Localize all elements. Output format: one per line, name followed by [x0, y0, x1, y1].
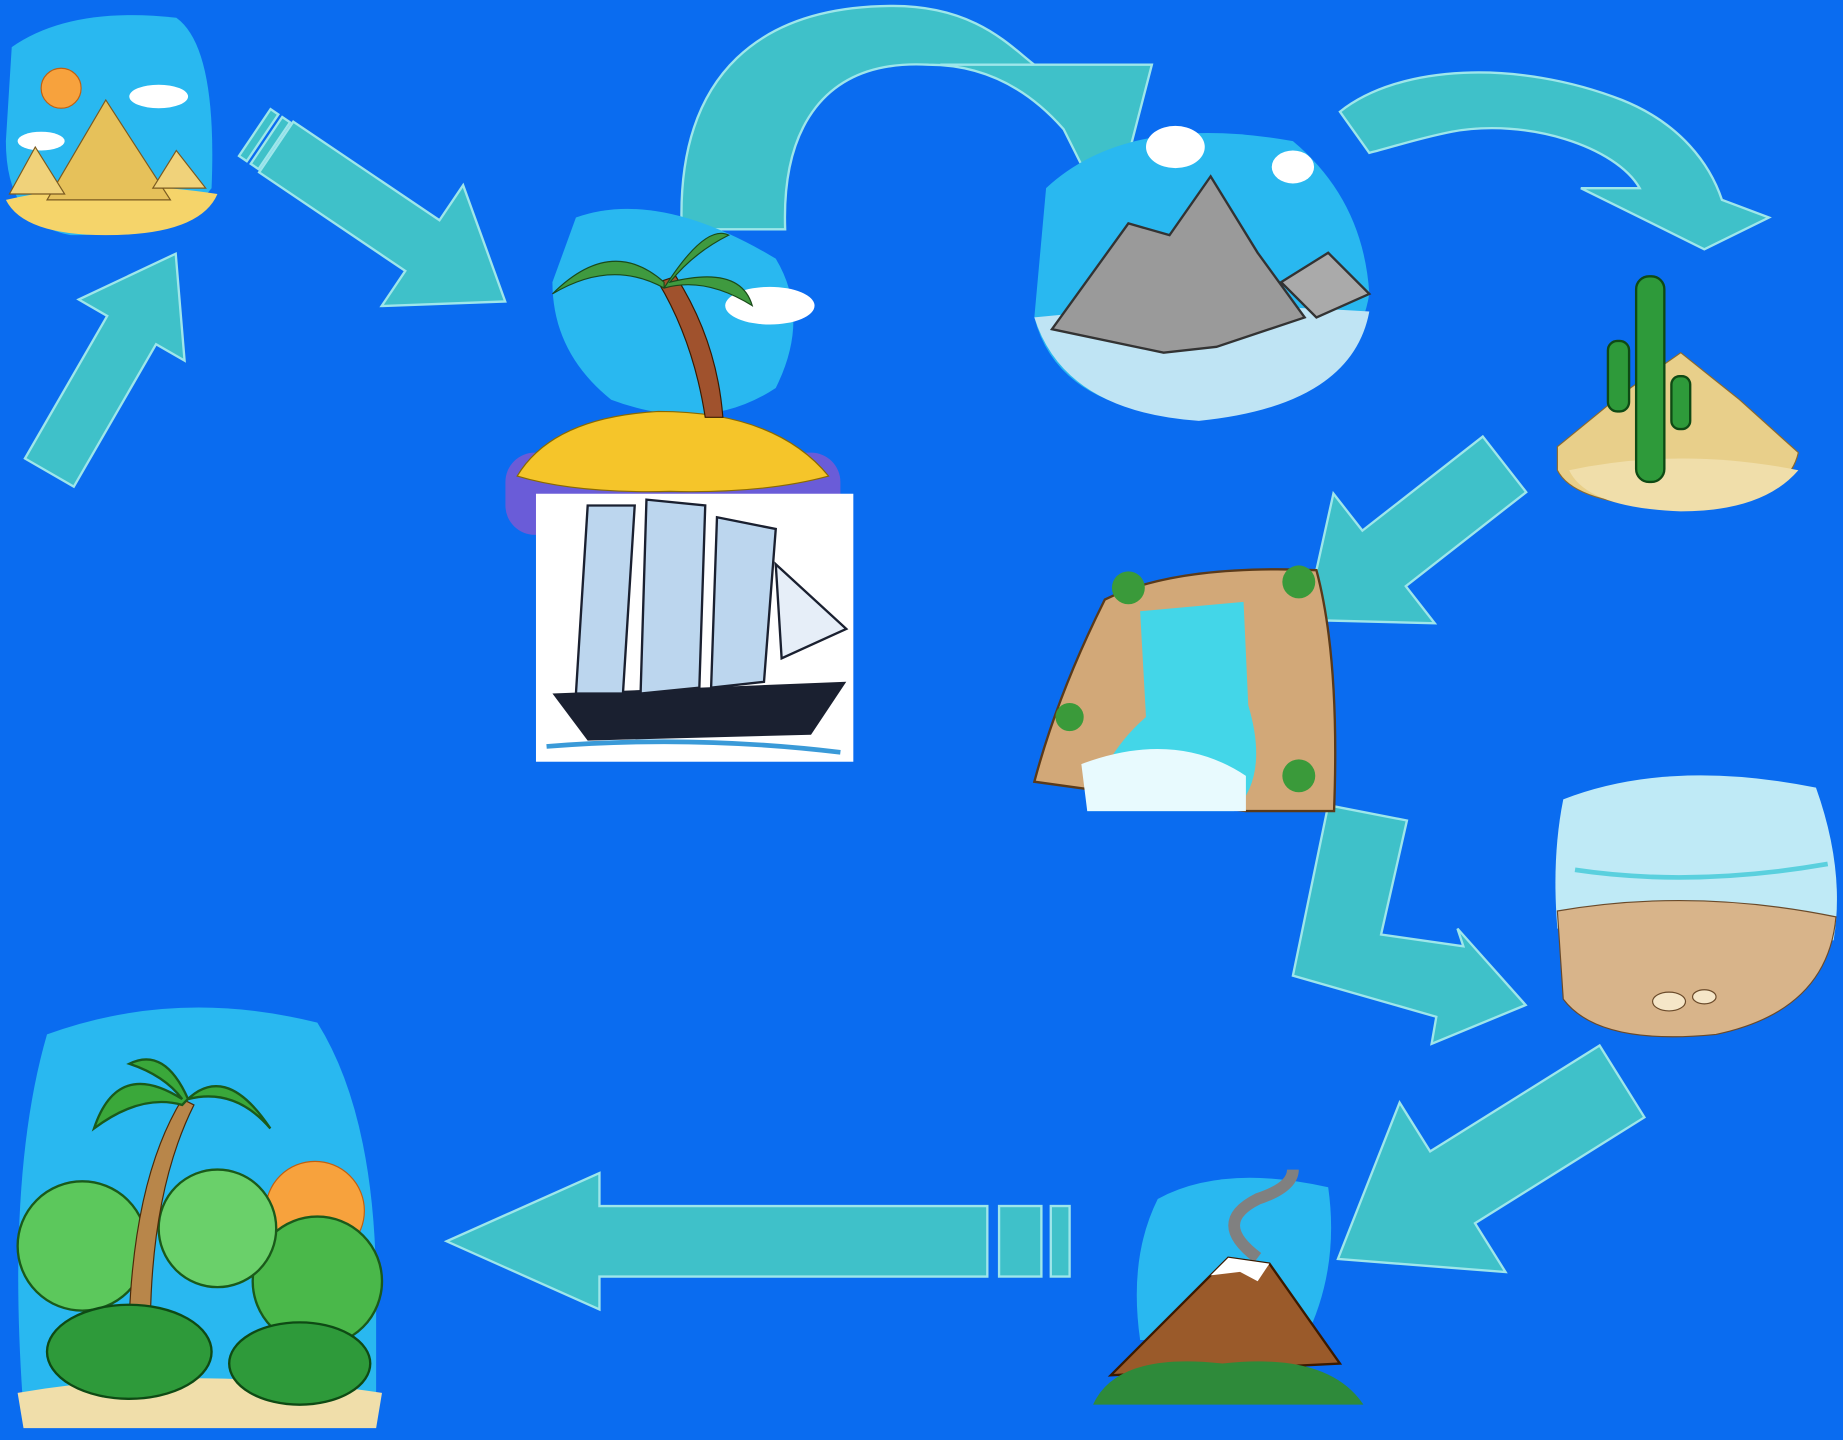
mountains-icon-part [1146, 126, 1205, 168]
arrow-stripe [999, 1206, 1041, 1277]
cactus-icon-part [1671, 376, 1690, 429]
waterfall-icon-part [1055, 703, 1083, 731]
pyramids-icon [6, 15, 218, 235]
mountains-icon [1034, 126, 1369, 421]
waterfall-icon-part [1282, 565, 1315, 598]
jungle-icon-part [229, 1322, 370, 1404]
waterfall-icon-part [1112, 571, 1145, 604]
beach-icon [1555, 775, 1837, 1036]
jungle-icon-part [18, 1181, 147, 1310]
beach-icon-part [1653, 992, 1686, 1011]
ship-icon-part [576, 500, 776, 694]
jungle-icon [18, 1008, 382, 1429]
jungle-icon-part [47, 1305, 212, 1399]
arrow-stripe [1051, 1206, 1070, 1277]
cactus-icon-part [1608, 341, 1629, 412]
waterfall-icon-part [1282, 759, 1315, 792]
page: (() => { const data = JSON.parse(documen… [0, 0, 1843, 1440]
scene [0, 0, 1843, 1440]
pyramids-icon-part [18, 132, 65, 151]
mountains-icon-part [1272, 151, 1314, 184]
pyramids-icon-part [129, 85, 188, 109]
cactus-icon-part [1636, 276, 1664, 482]
pyramids-icon-part [41, 68, 81, 108]
beach-icon-part [1693, 990, 1717, 1004]
ship-icon [536, 494, 853, 762]
jungle-icon-part [159, 1170, 277, 1288]
